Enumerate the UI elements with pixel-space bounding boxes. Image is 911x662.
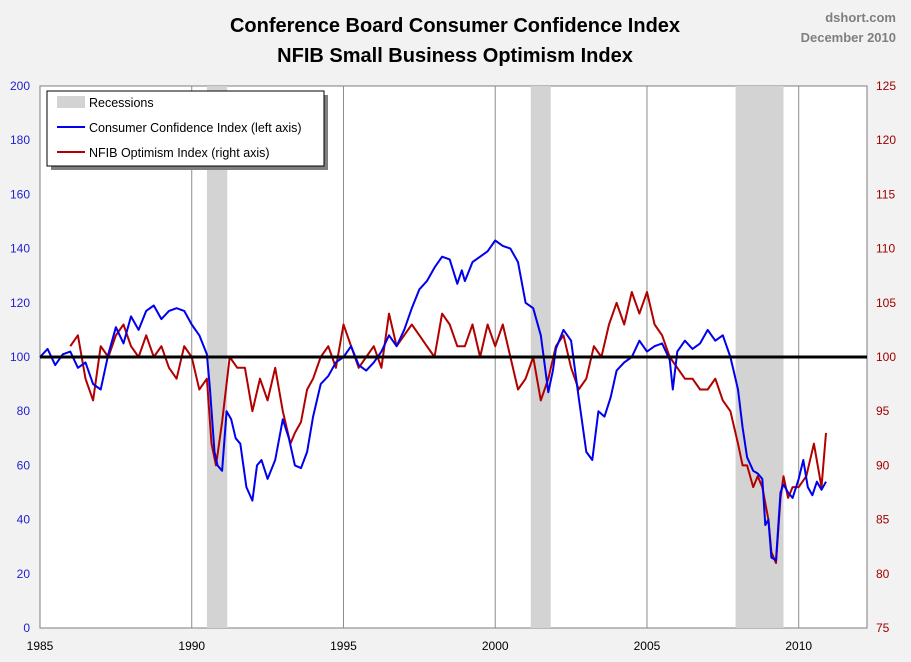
y-right-tick-label: 75 — [876, 621, 890, 635]
y-left-tick-label: 120 — [10, 296, 30, 310]
legend: Recessions Consumer Confidence Index (le… — [46, 90, 328, 170]
x-tick-label: 1995 — [330, 639, 357, 653]
y-right-tick-label: 120 — [876, 133, 896, 147]
y-left-tick-label: 100 — [10, 350, 30, 364]
y-right-tick-label: 80 — [876, 567, 890, 581]
y-right-tick-label: 95 — [876, 404, 890, 418]
y-right-tick-label: 85 — [876, 513, 890, 527]
y-right-tick-label: 115 — [876, 187, 895, 201]
nfib-optimism-line — [69, 291, 827, 564]
legend-recession-swatch — [57, 96, 85, 108]
chart-subtitle: NFIB Small Business Optimism Index — [277, 45, 633, 67]
series-lines — [39, 239, 827, 564]
legend-nfib-label: NFIB Optimism Index (right axis) — [89, 146, 270, 160]
chart-title: Conference Board Consumer Confidence Ind… — [230, 15, 680, 37]
legend-recessions-label: Recessions — [89, 96, 154, 110]
credit-label: dshort.com — [825, 10, 896, 25]
y-right-tick-label: 105 — [876, 296, 896, 310]
x-axis: 1985 1990 1995 2000 2005 2010 — [27, 639, 813, 653]
consumer-confidence-line — [39, 239, 827, 562]
y-left-tick-label: 180 — [10, 133, 30, 147]
x-tick-label: 1990 — [178, 639, 205, 653]
x-tick-label: 2010 — [785, 639, 812, 653]
x-tick-label: 2005 — [634, 639, 661, 653]
y-left-tick-label: 160 — [10, 187, 30, 201]
y-left-tick-label: 140 — [10, 242, 30, 256]
y-left-tick-label: 20 — [17, 567, 31, 581]
y-right-tick-label: 110 — [876, 242, 895, 256]
y-left-tick-label: 0 — [23, 621, 30, 635]
y-left-tick-label: 40 — [17, 513, 31, 527]
x-tick-label: 1985 — [27, 639, 54, 653]
legend-consumer-label: Consumer Confidence Index (left axis) — [89, 121, 302, 135]
x-tick-label: 2000 — [482, 639, 509, 653]
y-axis-left: 0 20 40 60 80 100 120 140 160 180 200 — [10, 79, 30, 635]
credit-date: December 2010 — [801, 30, 896, 45]
y-right-tick-label: 100 — [876, 350, 896, 364]
y-left-tick-label: 80 — [17, 404, 31, 418]
y-right-tick-label: 125 — [876, 79, 896, 93]
y-left-tick-label: 60 — [17, 458, 31, 472]
y-axis-right: 75 80 85 90 95 100 105 110 115 120 125 — [876, 79, 896, 635]
y-right-tick-label: 90 — [876, 458, 890, 472]
y-left-tick-label: 200 — [10, 79, 30, 93]
legend-box — [46, 90, 325, 167]
